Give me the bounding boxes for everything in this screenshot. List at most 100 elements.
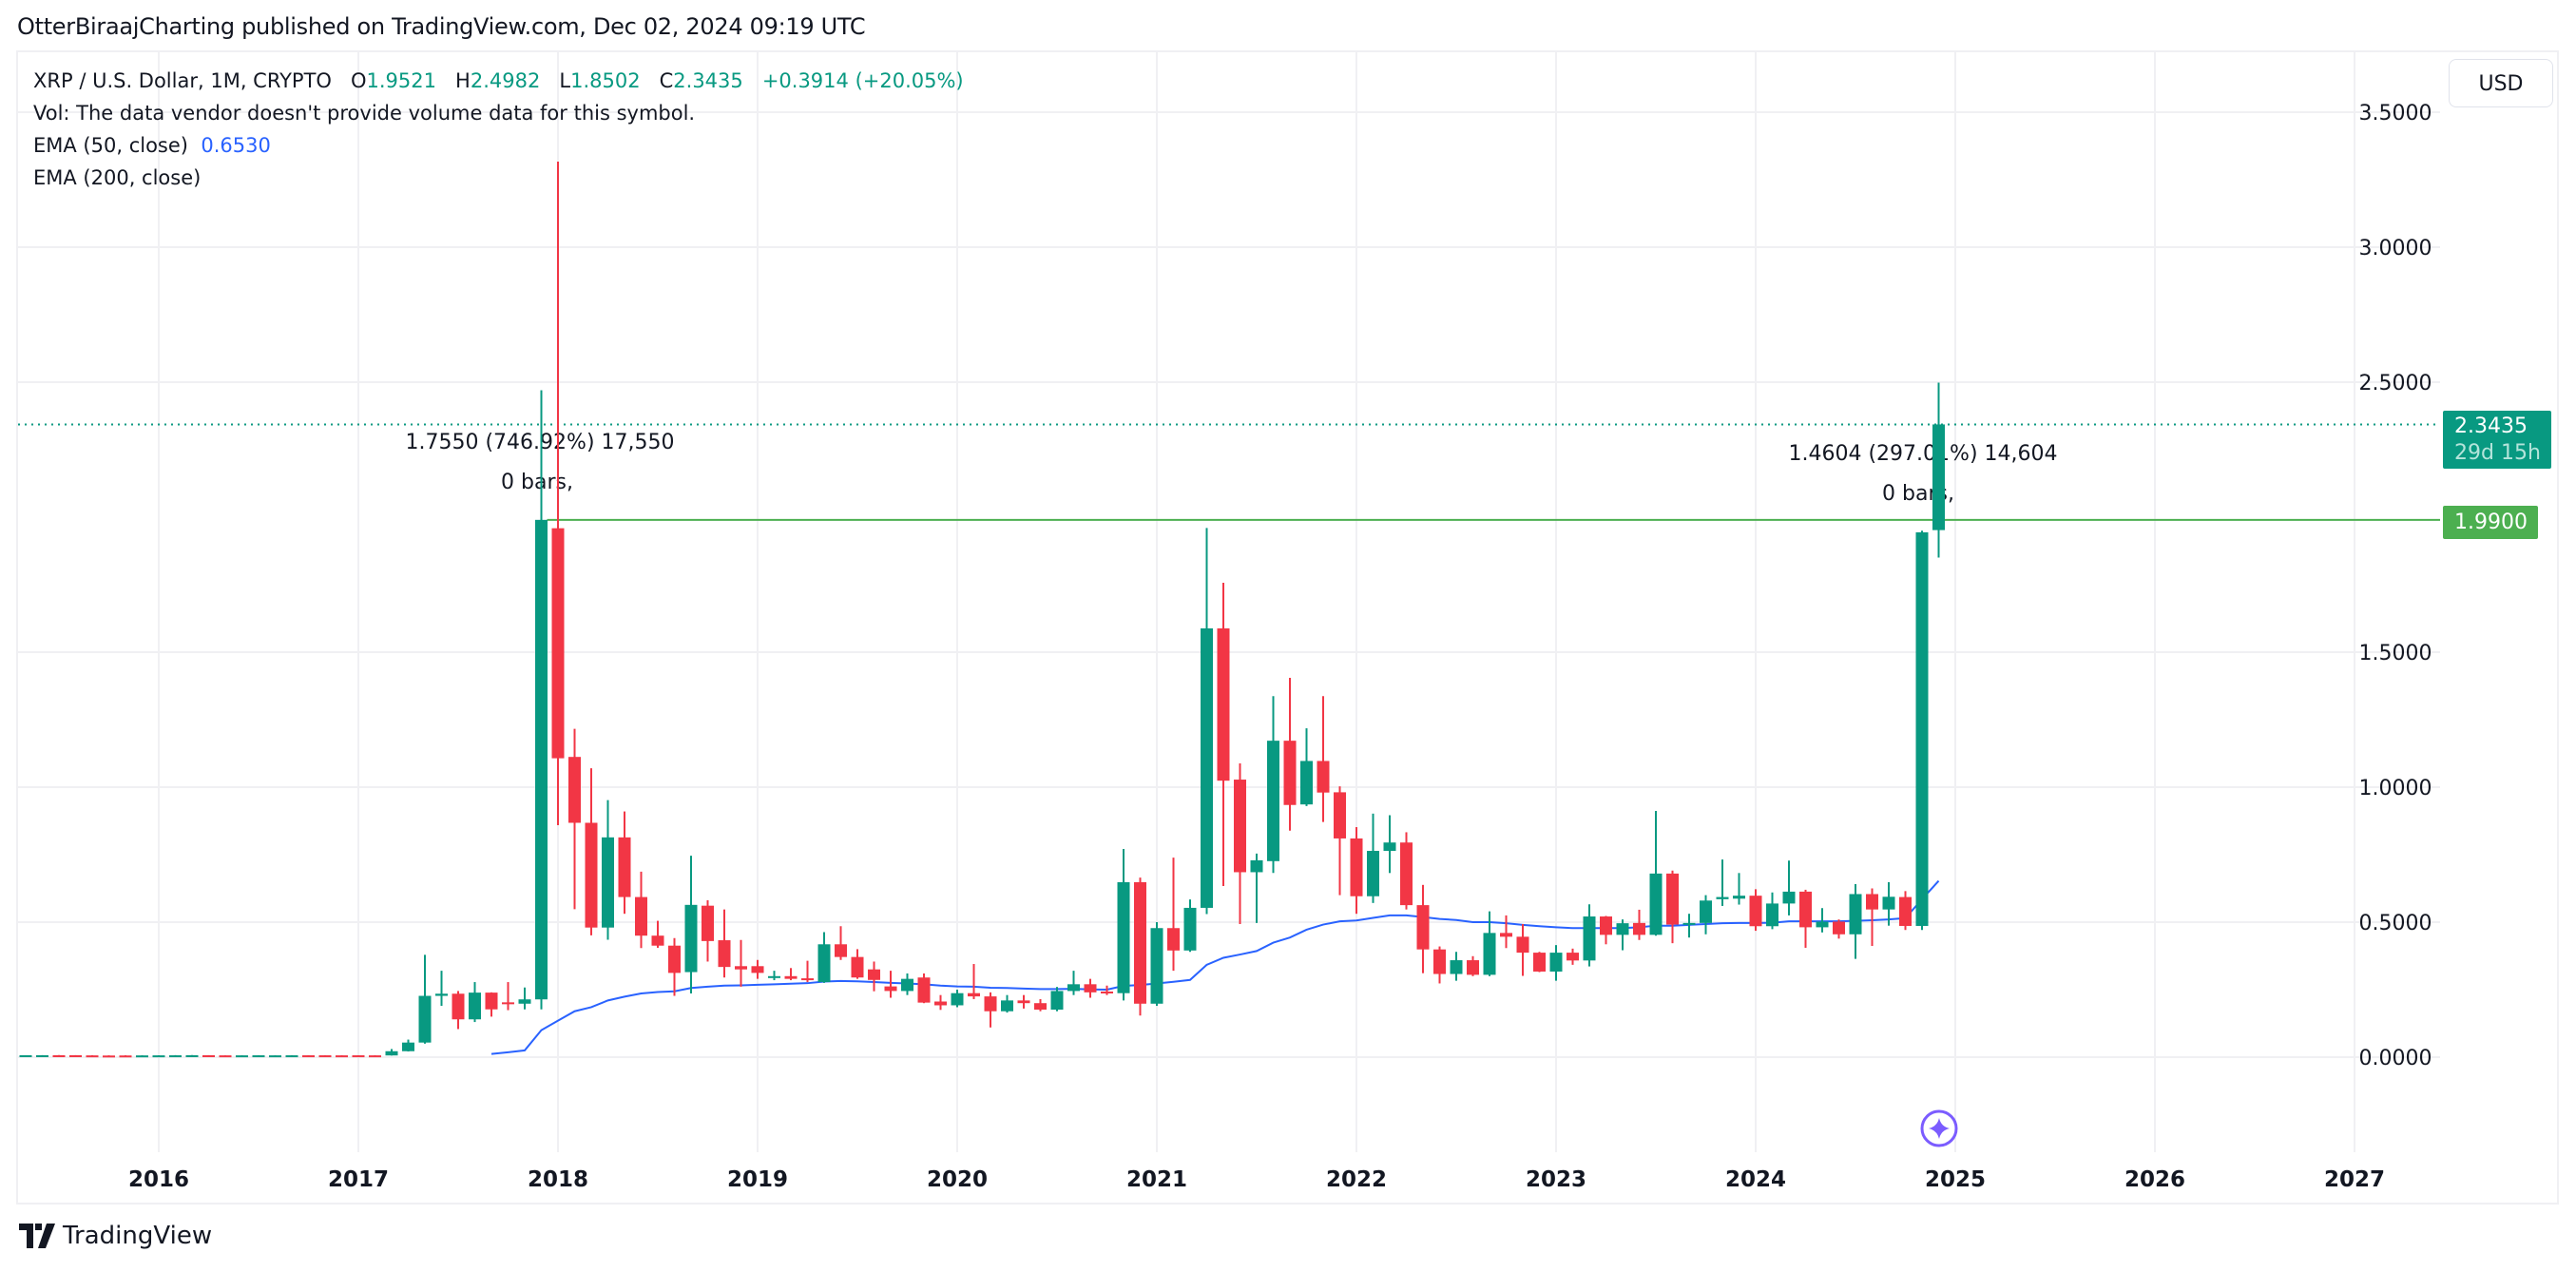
candle-2019-08 xyxy=(868,961,880,992)
candle-body xyxy=(835,944,847,957)
candle-2021-11 xyxy=(1317,696,1330,822)
candle-2019-06 xyxy=(835,926,847,960)
open-value: 1.9521 xyxy=(366,69,436,92)
candle-body xyxy=(1167,928,1180,951)
candle-2017-07 xyxy=(452,991,465,1030)
candle-body xyxy=(1833,921,1845,935)
time-tick-label: 2022 xyxy=(1326,1167,1387,1192)
candle-2021-04 xyxy=(1201,528,1213,915)
time-tick-label: 2019 xyxy=(727,1167,788,1192)
candle-body xyxy=(1915,531,1929,926)
candle-2024-10 xyxy=(1899,891,1912,931)
candle-2024-02 xyxy=(1766,892,1778,930)
candle-body xyxy=(1533,953,1546,972)
candle-2023-09 xyxy=(1682,914,1696,938)
candle-body xyxy=(385,1050,398,1056)
candle-body xyxy=(352,1055,365,1058)
candle-body xyxy=(1334,792,1346,838)
brand-name: TradingView xyxy=(63,1222,213,1250)
candle-2015-07 xyxy=(52,1054,66,1058)
candle-body xyxy=(1183,907,1197,951)
candle-body xyxy=(1567,953,1579,961)
candle-2018-02 xyxy=(568,728,581,910)
chart-frame xyxy=(16,50,2559,1205)
candle-2020-08 xyxy=(1067,971,1080,995)
candle-body xyxy=(1267,741,1279,861)
candle-body xyxy=(984,996,997,1012)
candle-2016-05 xyxy=(219,1055,232,1058)
candle-body xyxy=(502,1002,514,1005)
legend-ema200-row[interactable]: EMA (200, close) xyxy=(33,162,964,194)
candle-2020-12 xyxy=(1134,877,1146,1016)
candle-body xyxy=(1682,922,1696,925)
measure-annotations: 1.7550 (746.92%) 17,550 0 bars, 1.4604 (29… xyxy=(406,431,2058,506)
candle-body xyxy=(418,995,432,1043)
candle-2019-01 xyxy=(751,959,764,979)
currency-button[interactable]: USD xyxy=(2449,59,2553,107)
close-value: 2.3435 xyxy=(673,69,743,92)
candle-body xyxy=(169,1055,182,1058)
candle-2024-04 xyxy=(1799,889,1812,948)
candle-2022-11 xyxy=(1516,923,1529,976)
candle-body xyxy=(668,945,681,973)
candle-body xyxy=(1600,916,1612,935)
candle-2024-12 xyxy=(1932,382,1945,558)
candle-body xyxy=(136,1055,148,1058)
legend-ema50-row[interactable]: EMA (50, close) 0.6530 xyxy=(33,129,964,162)
open-label: O xyxy=(350,69,367,92)
candle-2018-10 xyxy=(702,899,714,962)
candle-body xyxy=(1367,851,1379,896)
candle-2021-07 xyxy=(1250,853,1263,923)
candle-2018-03 xyxy=(585,768,598,935)
price-axis[interactable]: 3.5000 3.0000 2.5000 1.5000 1.0000 0.5000 0.00… xyxy=(2359,102,2432,1070)
candle-body xyxy=(1483,933,1496,975)
candle-body xyxy=(1050,991,1064,1011)
candle-2015-10 xyxy=(103,1055,115,1058)
candle-body xyxy=(1500,933,1512,937)
tradingview-logo-icon xyxy=(19,1224,55,1248)
candle-2018-05 xyxy=(618,811,631,915)
candle-2016-03 xyxy=(185,1054,199,1058)
legend-ohlc-row: XRP / U.S. Dollar, 1M, CRYPTO O1.9521 H2… xyxy=(33,65,964,97)
candle-body xyxy=(236,1055,248,1058)
candle-body xyxy=(1150,928,1163,1004)
time-tick-label: 2027 xyxy=(2324,1167,2385,1192)
ema200-label: EMA (200, close) xyxy=(33,166,202,189)
candle-2019-03 xyxy=(784,968,798,981)
candle-body xyxy=(851,956,864,978)
tradingview-logo[interactable]: TradingView xyxy=(19,1222,212,1250)
candle-2023-07 xyxy=(1649,810,1663,936)
candle-body xyxy=(1300,761,1313,805)
low-value: 1.8502 xyxy=(570,69,641,92)
symbol-title[interactable]: XRP / U.S. Dollar, 1M, CRYPTO xyxy=(33,69,332,92)
candle-2016-07 xyxy=(252,1055,265,1058)
candle-2024-03 xyxy=(1782,860,1796,915)
candle-2020-07 xyxy=(1050,987,1064,1012)
time-tick-label: 2021 xyxy=(1126,1167,1187,1192)
candle-2023-04 xyxy=(1600,915,1612,945)
candle-body xyxy=(1201,628,1213,908)
candle-body xyxy=(369,1055,381,1058)
candle-body xyxy=(635,896,647,936)
candle-2021-01 xyxy=(1150,922,1163,1007)
candle-body xyxy=(219,1055,232,1058)
price-tick-label: 1.0000 xyxy=(2359,777,2432,800)
candle-2024-09 xyxy=(1882,881,1895,926)
candle-body xyxy=(152,1055,165,1058)
candle-2016-12 xyxy=(336,1055,348,1058)
candle-body xyxy=(1234,780,1246,873)
candle-body xyxy=(518,999,531,1004)
candle-body xyxy=(1101,991,1113,993)
candle-body xyxy=(901,978,913,992)
candle-2022-09 xyxy=(1483,911,1496,976)
candle-body xyxy=(568,757,581,823)
volume-notice: Vol: The data vendor doesn't provide vol… xyxy=(33,102,696,125)
time-axis[interactable]: 2016 2017 2018 2019 2020 2021 2022 2023 2024 2025… xyxy=(128,1167,2385,1192)
high-value: 2.4982 xyxy=(470,69,541,92)
candle-body xyxy=(1467,960,1479,975)
candle-2024-11 xyxy=(1915,530,1929,931)
assistant-badge[interactable] xyxy=(1920,1109,1958,1147)
candle-2021-06 xyxy=(1234,763,1246,924)
candle-2017-12 xyxy=(535,390,548,1010)
